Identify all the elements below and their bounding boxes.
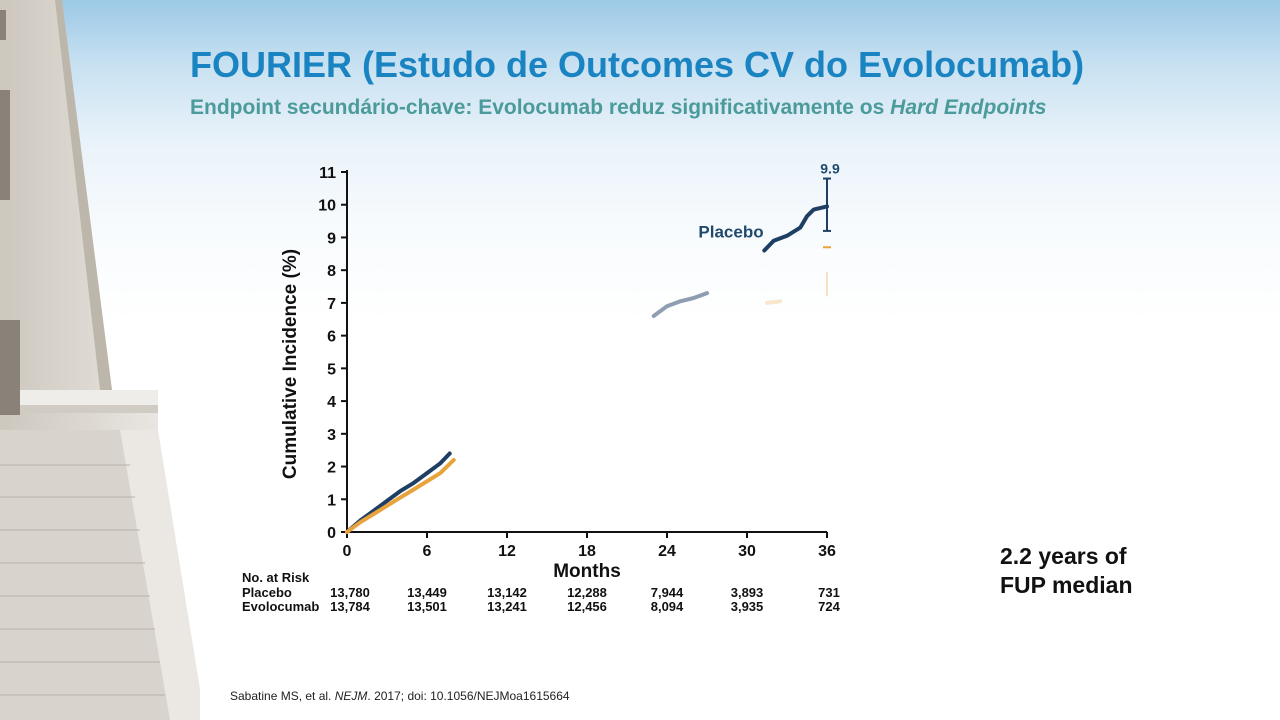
at-risk-value: 731	[818, 585, 840, 600]
fup-median-note: 2.2 years of FUP median	[1000, 542, 1133, 600]
slide-subtitle: Endpoint secundário-chave: Evolocumab re…	[190, 96, 1047, 120]
y-tick-label: 1	[327, 492, 336, 509]
x-tick-label: 24	[658, 543, 676, 560]
fup-line-2: FUP median	[1000, 572, 1133, 598]
at-risk-value: 13,449	[407, 585, 447, 600]
at-risk-label-evolocumab: Evolocumab	[242, 599, 320, 614]
y-axis-label: Cumulative Incidence (%)	[280, 249, 301, 479]
y-tick-label: 0	[327, 525, 336, 542]
y-tick-label: 2	[327, 460, 336, 477]
y-tick-label: 5	[327, 361, 336, 378]
x-axis-label: Months	[553, 561, 621, 582]
y-tick-label: 4	[327, 394, 336, 411]
citation-reference: . 2017; doi: 10.1056/NEJMoa1615664	[367, 689, 570, 703]
at-risk-value: 724	[818, 599, 840, 614]
series-line-evolocumab	[765, 299, 783, 305]
x-tick-label: 0	[343, 543, 352, 560]
at-risk-value: 13,784	[330, 599, 370, 614]
at-risk-value: 13,241	[487, 599, 527, 614]
citation-journal: NEJM	[334, 689, 368, 703]
y-tick-label: 7	[327, 296, 336, 313]
x-tick-label: 18	[578, 543, 596, 560]
subtitle-text: Endpoint secundário-chave: Evolocumab re…	[190, 96, 891, 119]
series-label-placebo: Placebo	[698, 222, 763, 241]
y-tick-label: 6	[327, 329, 336, 346]
difference-label: 9.9	[820, 161, 840, 177]
y-tick-label: 9	[327, 230, 336, 247]
series-line-placebo	[651, 291, 709, 318]
building-background	[0, 0, 200, 720]
at-risk-header: No. at Risk	[242, 570, 310, 585]
at-risk-value: 3,893	[730, 585, 764, 600]
at-risk-label-placebo: Placebo	[242, 585, 292, 600]
x-tick-label: 6	[423, 543, 432, 560]
y-tick-label: 10	[318, 198, 336, 215]
series-line-evolocumab	[345, 458, 456, 534]
at-risk-value: 13,501	[407, 599, 447, 614]
citation-authors: Sabatine MS, et al.	[230, 689, 335, 703]
x-tick-label: 12	[498, 543, 516, 560]
fup-line-1: 2.2 years of	[1000, 543, 1127, 569]
at-risk-value: 13,142	[487, 585, 527, 600]
series-line-placebo	[762, 204, 829, 253]
y-tick-label: 3	[327, 427, 336, 444]
at-risk-value: 13,780	[330, 585, 370, 600]
citation: Sabatine MS, et al. NEJM. 2017; doi: 10.…	[230, 689, 570, 703]
at-risk-value: 3,935	[730, 599, 764, 614]
at-risk-value: 12,288	[567, 585, 607, 600]
at-risk-value: 12,456	[567, 599, 607, 614]
at-risk-value: 7,944	[650, 585, 684, 600]
x-tick-label: 36	[818, 543, 836, 560]
slide-title: FOURIER (Estudo de Outcomes CV do Evoloc…	[190, 44, 1085, 85]
x-tick-label: 30	[738, 543, 756, 560]
y-tick-label: 11	[319, 165, 336, 182]
at-risk-value: 8,094	[650, 599, 684, 614]
subtitle-emphasis: Hard Endpoints	[890, 96, 1047, 119]
y-tick-label: 8	[327, 263, 336, 280]
